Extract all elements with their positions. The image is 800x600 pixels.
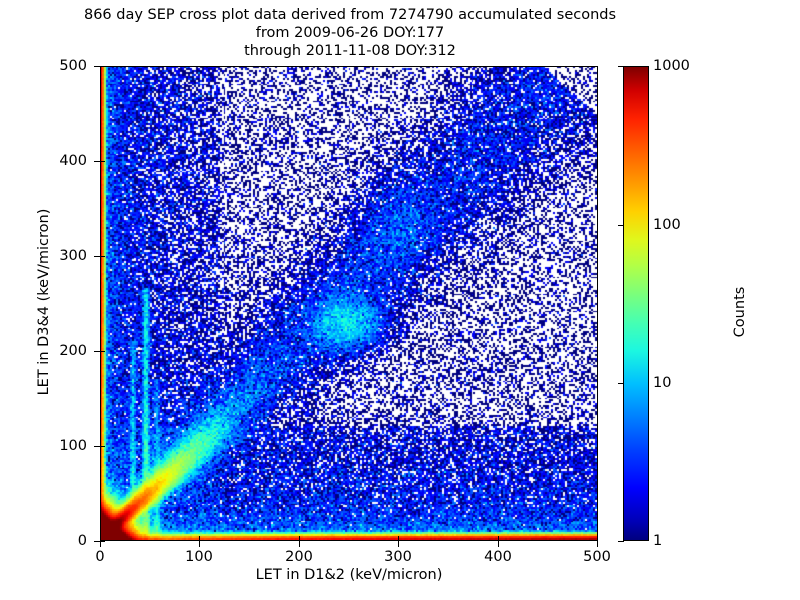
y-tick-label-400: 400: [59, 153, 87, 169]
x-tick-mark-inner-300: [398, 536, 399, 541]
y-tick-mark-inner-100: [100, 446, 105, 447]
x-tick-label-500: 500: [583, 549, 611, 565]
x-tick-mark-300: [398, 541, 399, 547]
colorbar-label-1: 1: [653, 533, 663, 549]
x-tick-label-200: 200: [285, 549, 313, 565]
plot-axes-area: [100, 66, 598, 541]
x-tick-mark-0: [100, 541, 101, 547]
y-axis-label: LET in D3&4 (keV/micron): [36, 208, 52, 396]
x-axis-label: LET in D1&2 (keV/micron): [255, 567, 443, 583]
y-tick-label-500: 500: [59, 58, 87, 74]
y-tick-mark-inner-200: [100, 351, 105, 352]
x-tick-mark-200: [299, 541, 300, 547]
y-tick-mark-0: [94, 541, 100, 542]
colorbar-tick-1000: [618, 66, 624, 67]
x-tick-label-300: 300: [384, 549, 412, 565]
colorbar-label-1000: 1000: [653, 58, 690, 74]
colorbar-title: Counts: [732, 286, 748, 338]
colorbar-gradient: [624, 67, 648, 540]
y-tick-mark-100: [94, 446, 100, 447]
y-tick-mark-400: [94, 161, 100, 162]
y-tick-label-0: 0: [77, 533, 87, 549]
x-tick-mark-inner-200: [299, 536, 300, 541]
y-tick-label-200: 200: [59, 343, 87, 359]
y-tick-mark-200: [94, 351, 100, 352]
colorbar: [623, 66, 649, 541]
y-tick-mark-inner-400: [100, 161, 105, 162]
x-tick-mark-inner-500: [597, 536, 598, 541]
y-tick-mark-inner-300: [100, 256, 105, 257]
x-tick-label-400: 400: [484, 549, 512, 565]
y-tick-label-300: 300: [59, 248, 87, 264]
title-line-3: through 2011-11-08 DOY:312: [244, 43, 456, 59]
x-tick-mark-inner-0: [100, 536, 101, 541]
colorbar-tick-10: [618, 383, 624, 384]
colorbar-tick-1: [618, 541, 624, 542]
x-tick-mark-500: [597, 541, 598, 547]
scatter-density-plot: [101, 67, 597, 540]
x-tick-mark-100: [199, 541, 200, 547]
colorbar-tick-100: [618, 225, 624, 226]
x-tick-label-0: 0: [95, 549, 105, 565]
y-tick-mark-500: [94, 66, 100, 67]
y-tick-mark-inner-0: [100, 541, 105, 542]
x-tick-mark-inner-100: [199, 536, 200, 541]
y-tick-label-100: 100: [59, 438, 87, 454]
title-line-1: 866 day SEP cross plot data derived from…: [83, 7, 617, 23]
x-tick-mark-400: [498, 541, 499, 547]
x-tick-label-100: 100: [185, 549, 213, 565]
colorbar-label-100: 100: [653, 217, 681, 233]
plot-title: 866 day SEP cross plot data derived from…: [0, 6, 700, 60]
x-tick-mark-inner-400: [498, 536, 499, 541]
y-tick-mark-300: [94, 256, 100, 257]
colorbar-label-10: 10: [653, 375, 672, 391]
y-tick-mark-inner-500: [100, 66, 105, 67]
title-line-2: from 2009-06-26 DOY:177: [255, 25, 445, 41]
